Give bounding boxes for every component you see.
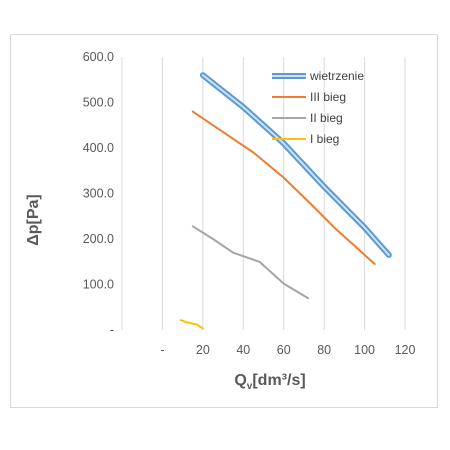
legend-label: II bieg [310, 111, 343, 125]
x-axis-title: Qv[dm³/s] [234, 372, 305, 392]
y-tick-label: - [110, 323, 114, 337]
x-tick-label: 120 [395, 343, 416, 357]
x-axis-title-symbol: Q [234, 372, 246, 389]
series-line-2 [191, 225, 309, 300]
x-tick-label: 100 [354, 343, 375, 357]
series-line-inner [201, 74, 390, 256]
y-tick-label: 500.0 [83, 96, 114, 110]
series-line-outer [199, 72, 392, 258]
series-line-1 [191, 110, 376, 265]
y-tick-label: 200.0 [83, 232, 114, 246]
chart-frame [10, 34, 438, 408]
y-tick-label: 400.0 [83, 141, 114, 155]
legend: wietrzenie III bieg II bieg I bieg [272, 69, 364, 146]
x-axis-title-unit: [dm³/s] [252, 372, 305, 389]
y-axis-title: Δp[Pa] [25, 194, 42, 246]
y-tick-label: 300.0 [83, 187, 114, 201]
tick-layer: - 20 40 60 80 100 120 - 100.0 200.0 300.0 400.0 500.… [83, 50, 416, 357]
grid-layer [121, 57, 406, 330]
series-line-3 [179, 319, 204, 330]
y-tick-label: 600.0 [83, 50, 114, 64]
x-tick-label: 60 [277, 343, 291, 357]
x-axis-title-subscript: v [247, 381, 253, 392]
y-tick-label: 100.0 [83, 278, 114, 292]
legend-label: I bieg [310, 132, 339, 146]
legend-label: III bieg [310, 90, 346, 104]
x-tick-label: 20 [196, 343, 210, 357]
x-tick-label: - [160, 343, 164, 357]
x-tick-label: 40 [236, 343, 250, 357]
series-layer [179, 72, 392, 330]
legend-label: wietrzenie [309, 69, 364, 83]
x-tick-label: 80 [317, 343, 331, 357]
